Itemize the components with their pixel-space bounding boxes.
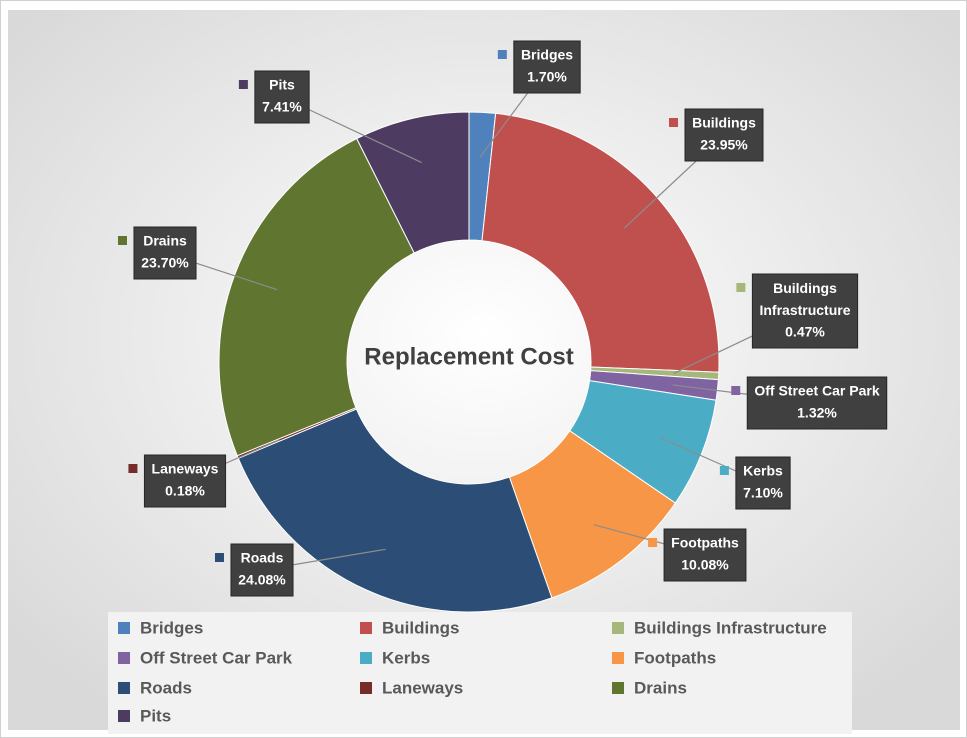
- data-label: Roads 24.08%: [214, 543, 294, 597]
- data-label: Buildings 23.95%: [669, 108, 764, 162]
- label-marker: [214, 553, 224, 562]
- legend-swatch: [360, 682, 372, 694]
- label-name: Buildings: [692, 115, 756, 131]
- label-value: 23.95%: [700, 137, 748, 153]
- legend-swatch: [118, 652, 130, 664]
- label-box: [751, 273, 859, 349]
- label-name: Bridges: [521, 47, 573, 63]
- legend-swatch: [360, 622, 372, 634]
- data-label: Footpaths 10.08%: [648, 528, 747, 582]
- label-box: [513, 40, 581, 94]
- legend-label: Roads: [140, 678, 192, 697]
- legend-label: Bridges: [140, 618, 203, 637]
- legend-label: Buildings: [382, 618, 459, 637]
- label-marker: [128, 464, 138, 473]
- slice: [237, 408, 553, 613]
- data-label: Laneways 0.18%: [128, 454, 227, 508]
- legend-swatch: [360, 652, 372, 664]
- label-box: [684, 108, 764, 162]
- label-marker: [736, 283, 746, 292]
- data-label: Off Street Car Park 1.32%: [731, 376, 888, 430]
- label-name: Roads: [241, 550, 284, 566]
- label-marker: [117, 236, 127, 245]
- data-label: Kerbs 7.10%: [719, 456, 791, 510]
- legend-label: Laneways: [382, 678, 463, 697]
- label-name: Laneways: [152, 461, 219, 477]
- labels: Bridges 1.70% Buildings 23.95% Buildings Infr…: [117, 40, 888, 597]
- data-label: Bridges 1.70%: [497, 40, 581, 94]
- legend-swatch: [612, 682, 624, 694]
- label-value: 24.08%: [238, 572, 286, 588]
- legend-label: Pits: [140, 706, 171, 725]
- label-name: Footpaths: [671, 535, 739, 551]
- legend-swatch: [118, 622, 130, 634]
- slice: [481, 112, 720, 373]
- label-marker: [648, 538, 658, 547]
- label-value: 1.70%: [527, 69, 567, 85]
- legend-label: Off Street Car Park: [140, 648, 293, 667]
- label-box: [663, 528, 747, 582]
- legend-label: Kerbs: [382, 648, 430, 667]
- label-value: 23.70%: [141, 255, 189, 271]
- label-name: Drains: [143, 233, 187, 249]
- label-name: Off Street Car Park: [754, 383, 879, 399]
- label-marker: [719, 466, 729, 475]
- label-marker: [497, 50, 507, 59]
- label-name: Pits: [269, 77, 295, 93]
- legend-label: Drains: [634, 678, 687, 697]
- data-label: Buildings Infrastructure 0.47%: [736, 273, 859, 349]
- legend-label: Footpaths: [634, 648, 716, 667]
- label-marker: [731, 386, 741, 395]
- chart-title: Replacement Cost: [364, 343, 573, 370]
- label-value: 10.08%: [681, 557, 729, 573]
- slice: [218, 137, 415, 457]
- label-box: [735, 456, 791, 510]
- label-value: 7.10%: [743, 485, 783, 501]
- label-box: [746, 376, 888, 430]
- legend-label: Buildings Infrastructure: [634, 618, 827, 637]
- label-name-part: Infrastructure: [759, 302, 850, 318]
- label-box: [133, 226, 197, 280]
- label-name-group: Buildings Infrastructure: [759, 280, 850, 318]
- legend-swatch: [612, 622, 624, 634]
- label-value: 0.18%: [165, 483, 205, 499]
- label-value: 1.32%: [797, 405, 837, 421]
- data-label: Pits 7.41%: [238, 70, 310, 124]
- legend: Bridges Buildings Buildings Infrastructure…: [118, 618, 827, 725]
- label-marker: [669, 118, 679, 127]
- legend-background: [108, 612, 852, 734]
- label-box: [143, 454, 227, 508]
- legend-swatch: [118, 710, 130, 722]
- label-box: [254, 70, 310, 124]
- legend-swatch: [118, 682, 130, 694]
- label-name: Kerbs: [743, 463, 783, 479]
- label-value: 7.41%: [262, 99, 302, 115]
- label-marker: [238, 80, 248, 89]
- slice: [356, 111, 470, 254]
- data-label: Drains 23.70%: [117, 226, 197, 280]
- label-box: [230, 543, 294, 597]
- label-name-part: Buildings: [773, 280, 837, 296]
- label-value: 0.47%: [785, 324, 825, 340]
- legend-swatch: [612, 652, 624, 664]
